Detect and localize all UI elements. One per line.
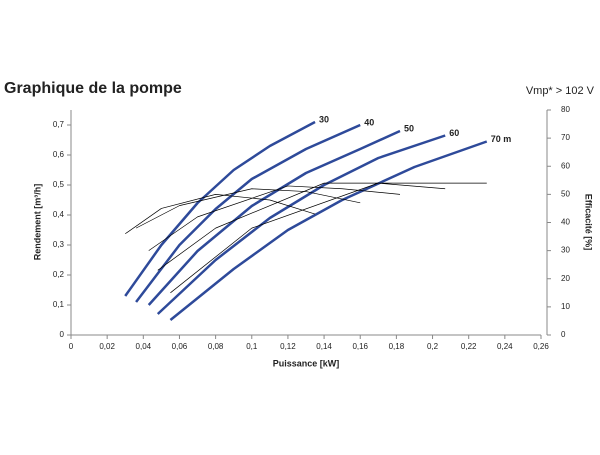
head-line xyxy=(169,140,488,321)
y2-tick-label: 50 xyxy=(561,189,570,198)
x-tick-label: 0,04 xyxy=(136,342,152,351)
x-tick-label: 0,26 xyxy=(533,342,549,351)
efficiency-line xyxy=(170,182,487,294)
y2-tick-label: 10 xyxy=(561,302,570,311)
x-tick-label: 0 xyxy=(69,342,74,351)
x-tick-label: 0,22 xyxy=(461,342,477,351)
series-label: 60 xyxy=(449,128,459,138)
y-tick-label: 0,5 xyxy=(53,180,65,189)
efficiency-line xyxy=(157,182,446,271)
x-tick-label: 0,14 xyxy=(316,342,332,351)
x-tick-label: 0,08 xyxy=(208,342,224,351)
x-tick-label: 0,12 xyxy=(280,342,296,351)
y-axis-label: Rendement [m³/h] xyxy=(32,184,42,261)
chart-title: Graphique de la pompe xyxy=(4,80,182,97)
y2-tick-label: 70 xyxy=(561,133,570,142)
y2-tick-label: 40 xyxy=(561,218,570,227)
efficiency-line xyxy=(135,188,361,229)
x-tick-label: 0,24 xyxy=(497,342,513,351)
x-tick-label: 0,02 xyxy=(99,342,115,351)
y-tick-label: 0 xyxy=(60,330,65,339)
y-tick-label: 0,6 xyxy=(53,150,65,159)
y2-tick-label: 80 xyxy=(561,105,570,114)
x-tick-label: 0,18 xyxy=(389,342,405,351)
series-label: 30 xyxy=(319,114,329,124)
x-axis-label: Puissance [kW] xyxy=(273,358,340,368)
chart-subtitle: Vmp* > 102 V xyxy=(526,85,595,97)
y2-tick-label: 30 xyxy=(561,246,570,255)
y2-tick-label: 20 xyxy=(561,274,570,283)
y2-tick-label: 60 xyxy=(561,161,570,170)
y-tick-label: 0,7 xyxy=(53,120,65,129)
y2-axis-label: Efficacité [%] xyxy=(584,194,594,251)
x-tick-label: 0,1 xyxy=(246,342,258,351)
series-label: 50 xyxy=(404,123,414,133)
x-tick-label: 0,06 xyxy=(172,342,188,351)
series-label: 40 xyxy=(364,117,374,127)
y2-tick-label: 0 xyxy=(561,330,566,339)
x-tick-label: 0,2 xyxy=(427,342,439,351)
y-tick-label: 0,2 xyxy=(53,270,65,279)
head-line xyxy=(124,120,316,297)
head-line xyxy=(147,129,401,306)
y-tick-label: 0,1 xyxy=(53,300,65,309)
y-tick-label: 0,4 xyxy=(53,210,65,219)
efficiency-line xyxy=(148,185,401,251)
head-line xyxy=(156,134,446,315)
y-tick-label: 0,3 xyxy=(53,240,65,249)
head-line xyxy=(135,123,361,303)
series-label: 70 m xyxy=(491,134,512,144)
efficiency-line xyxy=(125,194,316,235)
x-tick-label: 0,16 xyxy=(352,342,368,351)
